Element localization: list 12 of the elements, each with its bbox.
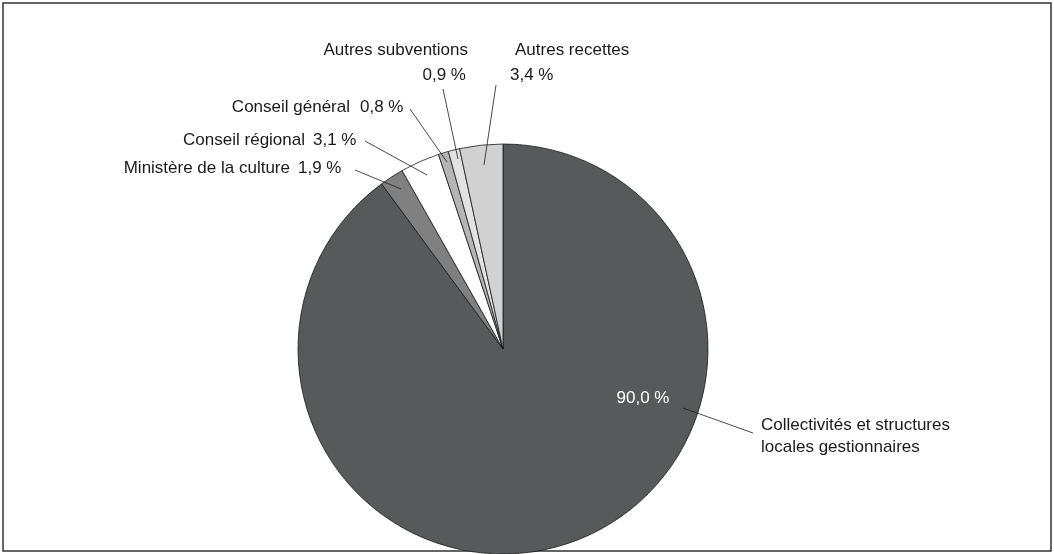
slice-label: Conseil général bbox=[231, 97, 350, 116]
slice-label: Autres subventions bbox=[323, 40, 468, 59]
data-label: 1,9 % bbox=[298, 158, 342, 177]
data-label: 0,9 % bbox=[422, 65, 466, 84]
slice-label: Conseil régional bbox=[183, 130, 305, 149]
slice-label: Autres recettes bbox=[515, 40, 630, 59]
data-label: 90,0 % bbox=[616, 388, 670, 407]
data-label: 0,8 % bbox=[360, 97, 404, 116]
slice-label: Collectivités et structures locales gestionnaires bbox=[761, 415, 950, 456]
slice-label: Ministère de la culture bbox=[123, 158, 290, 177]
data-label: 3,1 % bbox=[313, 130, 357, 149]
data-label: 3,4 % bbox=[510, 65, 554, 84]
